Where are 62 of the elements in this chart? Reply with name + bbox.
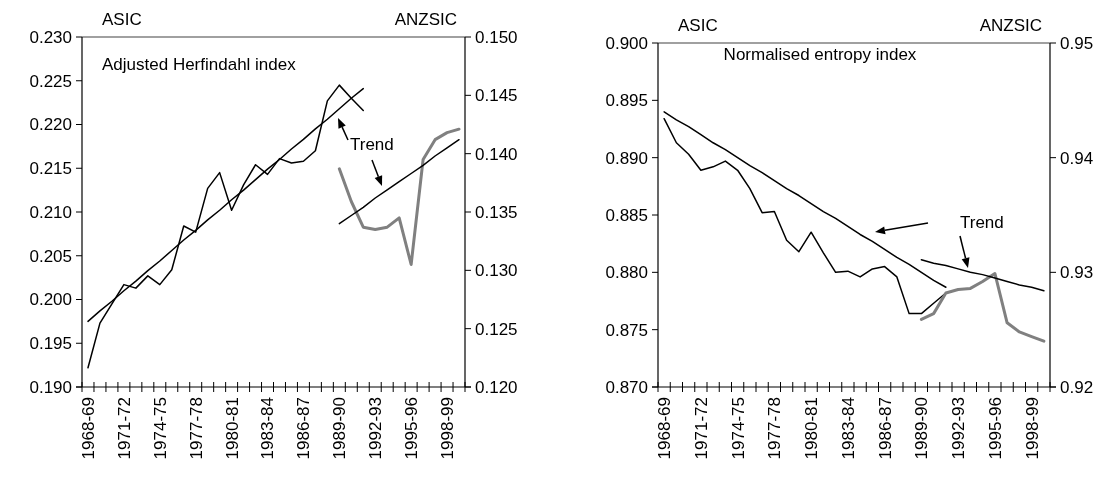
y-tick-label: 0.200 — [29, 290, 72, 310]
x-tick-label: 1992-93 — [366, 397, 386, 460]
y2-tick-label: 0.92 — [1060, 377, 1094, 397]
y-tick-label: 0.895 — [605, 91, 648, 111]
y-tick-label: 0.195 — [29, 334, 72, 354]
x-tick-label: 1971-72 — [691, 397, 711, 460]
y-tick-label: 0.190 — [29, 377, 72, 397]
x-tick-label: 1986-87 — [875, 397, 895, 460]
y-tick-label: 0.205 — [29, 246, 72, 266]
y2-tick-label: 0.93 — [1060, 263, 1094, 283]
line-series — [337, 127, 461, 266]
line-series — [919, 271, 1046, 343]
y-tick-label: 0.875 — [605, 320, 648, 340]
y2-tick-label: 0.140 — [475, 144, 518, 164]
y-tick-label: 0.220 — [29, 115, 72, 135]
text: Adjusted Herfindahl index — [102, 55, 297, 74]
y2-tick-label: 0.135 — [475, 202, 518, 222]
y2-tick-label: 0.125 — [475, 319, 518, 339]
x-tick-label: 1977-78 — [765, 397, 785, 460]
x-tick-label: 1986-87 — [294, 397, 314, 460]
y2-axis-title: ANZSIC — [979, 16, 1042, 35]
x-tick-label: 1998-99 — [1022, 397, 1042, 460]
y2-tick-label: 0.130 — [475, 261, 518, 281]
y-axis-title: ASIC — [678, 16, 718, 35]
x-tick-label: 1995-96 — [402, 397, 422, 460]
y-tick-label: 0.885 — [605, 205, 648, 225]
x-tick-label: 1974-75 — [150, 397, 170, 460]
x-tick-label: 1983-84 — [258, 397, 278, 460]
y2-tick-label: 0.120 — [475, 377, 518, 397]
y-axis-title: ASIC — [102, 10, 142, 29]
x-tick-label: 1995-96 — [985, 397, 1005, 460]
y-tick-label: 0.215 — [29, 159, 72, 179]
y-tick-label: 0.210 — [29, 202, 72, 222]
y-tick-label: 0.225 — [29, 71, 72, 91]
x-tick-label: 1968-69 — [655, 397, 675, 460]
x-tick-label: 1977-78 — [186, 397, 206, 460]
x-tick-label: 1998-99 — [438, 397, 457, 460]
y2-tick-label: 0.145 — [475, 86, 518, 106]
annotation: Trend — [350, 135, 394, 154]
y-tick-label: 0.230 — [29, 27, 72, 47]
x-tick-label: 1974-75 — [728, 397, 748, 460]
annotation: Trend — [960, 213, 1004, 232]
line-series — [920, 258, 1045, 292]
x-tick-label: 1983-84 — [838, 397, 858, 460]
x-tick-label: 1980-81 — [802, 397, 822, 460]
line-series — [663, 111, 947, 288]
y2-tick-label: 0.150 — [475, 27, 518, 47]
x-tick-label: 1980-81 — [222, 397, 242, 460]
x-tick-label: 1971-72 — [114, 397, 134, 460]
line-series — [338, 138, 460, 225]
chart-title: Normalised entropy index — [723, 45, 917, 64]
y-tick-label: 0.870 — [605, 377, 648, 397]
y2-tick-label: 0.94 — [1060, 148, 1094, 168]
y2-tick-label: 0.95 — [1060, 33, 1094, 53]
y-tick-label: 0.890 — [605, 148, 648, 168]
x-tick-label: 1968-69 — [78, 397, 98, 460]
x-tick-label: 1992-93 — [949, 397, 969, 460]
y-tick-label: 0.880 — [605, 263, 648, 283]
x-tick-label: 1989-90 — [330, 397, 350, 460]
y-tick-label: 0.900 — [605, 33, 648, 53]
y2-axis-title: ANZSIC — [394, 10, 457, 29]
x-tick-label: 1989-90 — [912, 397, 932, 460]
